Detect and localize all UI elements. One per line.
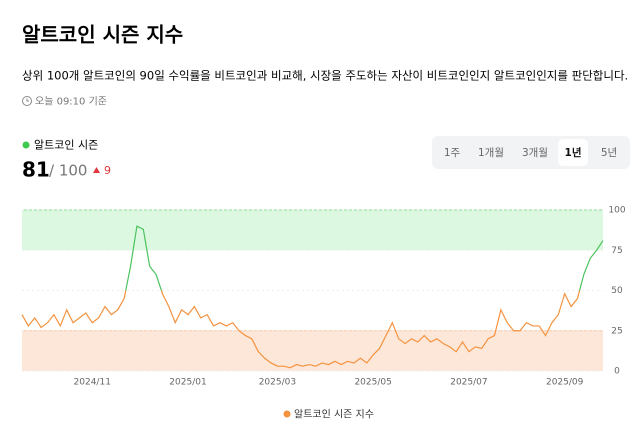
status-dot [22, 141, 30, 149]
x-tick-label: 2024/11 [74, 378, 111, 388]
change-arrow [93, 167, 100, 173]
x-tick-label: 2025/01 [169, 378, 206, 388]
y-tick-label: 75 [611, 246, 622, 256]
tab[interactable]: 1개월 [478, 147, 504, 159]
summary-value: 81 [22, 158, 50, 182]
legend-dot [283, 410, 291, 418]
tab[interactable]: 5년 [601, 147, 617, 159]
summary-label: 알트코인 시즌 [34, 138, 98, 152]
x-tick-label: 2025/07 [450, 378, 487, 388]
y-tick-label: 50 [611, 286, 623, 296]
summary-max: / 100 [49, 162, 87, 180]
change-value: 9 [104, 164, 111, 177]
y-tick-label: 25 [611, 326, 622, 336]
tab[interactable]: 1주 [444, 147, 461, 159]
x-tick-label: 2025/09 [546, 378, 584, 388]
clock-icon [22, 96, 32, 106]
clock-hands [26, 98, 29, 102]
zone-band [22, 330, 603, 371]
timestamp: 오늘 09:10 기준 [35, 96, 107, 108]
tab[interactable]: 1년 [565, 146, 582, 159]
tab[interactable]: 3개월 [522, 147, 548, 159]
x-tick-label: 2025/03 [259, 378, 296, 388]
series-line [21, 225, 604, 369]
description: 상위 100개 알트코인의 90일 수익률을 비트코인과 비교해, 시장을 주도… [22, 69, 628, 83]
legend-label: 알트코인 시즌 지수 [294, 409, 374, 421]
y-tick-label: 100 [608, 206, 625, 216]
page-title: 알트코인 시즌 지수 [22, 23, 183, 47]
zone-band [22, 210, 603, 251]
y-tick-label: 0 [614, 367, 620, 377]
x-tick-label: 2025/05 [354, 378, 391, 388]
tab-selected-bg [558, 139, 588, 166]
